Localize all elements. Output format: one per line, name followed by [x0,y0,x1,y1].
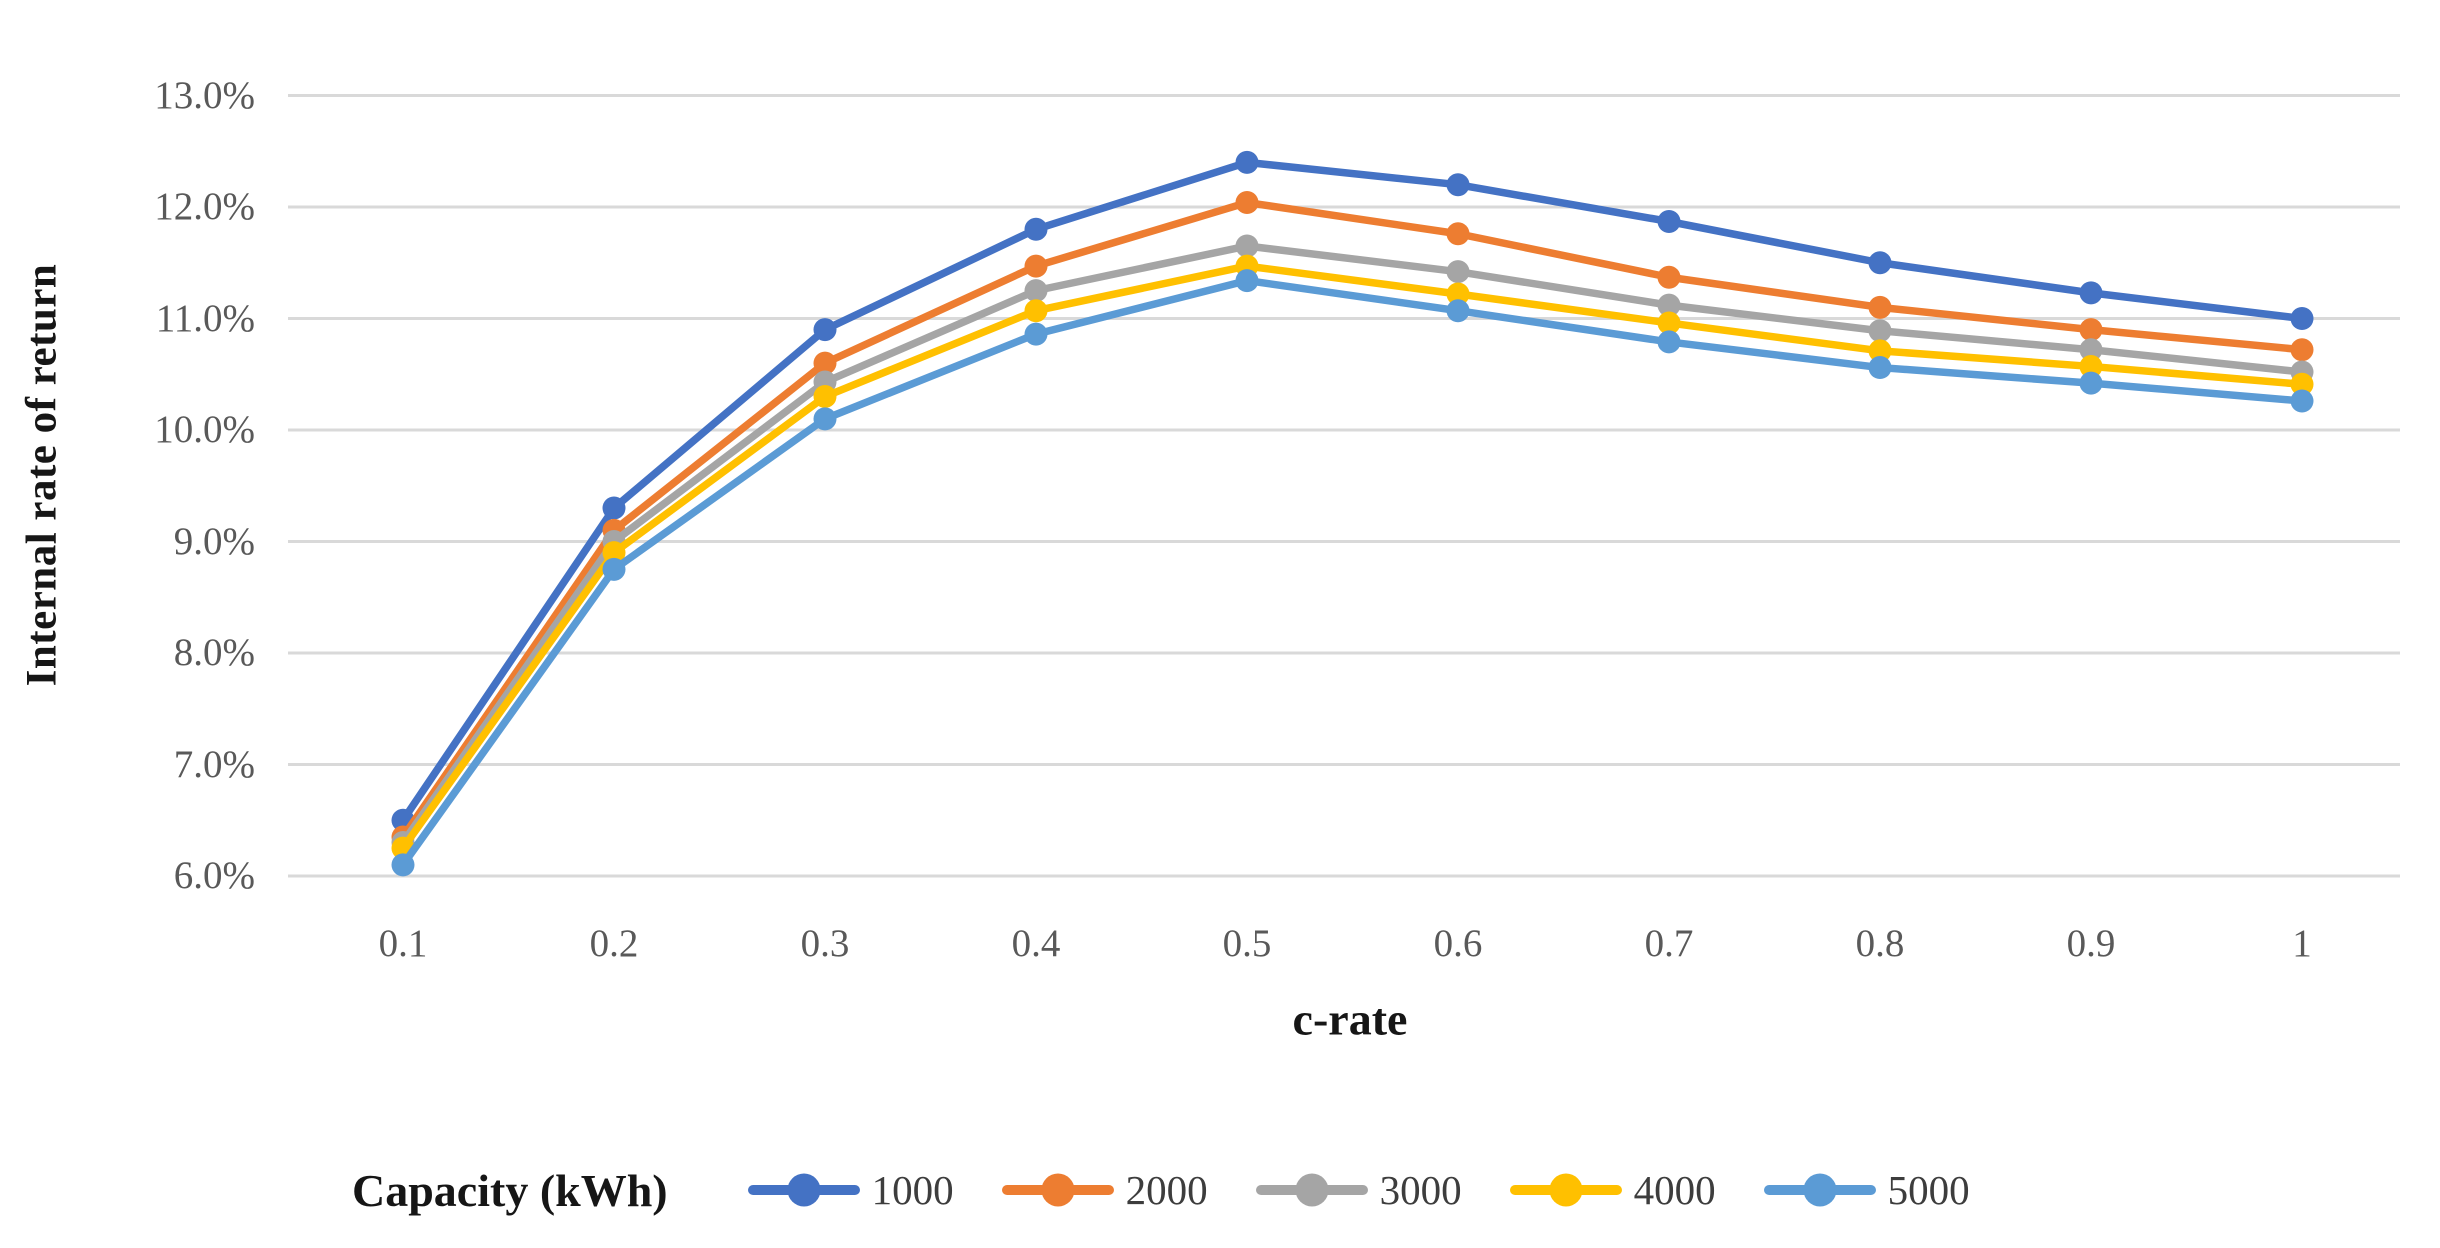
series-point-4000-x0.9 [2079,354,2103,378]
x-tick-label-0.6: 0.6 [1433,922,1483,965]
x-axis-title: c-rate [1292,993,1408,1045]
legend-label-5000: 5000 [1887,1167,1970,1213]
series-point-5000-x0.3 [813,407,837,431]
legend-marker-icon-2000 [1001,1172,1114,1208]
series-point-4000-x1 [2290,372,2314,396]
series-point-2000-x0.5 [1235,191,1259,215]
x-tick-label-0.7: 0.7 [1644,922,1694,965]
series-point-2000-x0.3 [813,351,837,375]
series-line-3000 [399,242,2306,847]
series-line-1000 [399,158,2306,824]
series-point-5000-x0.5 [1235,269,1259,293]
legend: Capacity (kWh) 1000 2000 3000 4000 5000 [352,1148,2018,1232]
y-tick-label-6.0%: 6.0% [173,854,255,897]
series-point-5000-x0.6 [1446,299,1470,323]
y-axis-title: Internal rate of return [18,263,66,687]
series-point-5000-x0.4 [1024,322,1048,346]
series-point-1000-x0.3 [813,318,837,342]
legend-entry-1000: 1000 [747,1166,954,1214]
legend-marker-icon-5000 [1763,1172,1876,1208]
x-tick-label-1: 1 [2292,922,2312,965]
y-tick-label-11.0%: 11.0% [155,296,255,340]
series-point-3000-x0.4 [1024,279,1048,303]
series-point-1000-x0.2 [602,496,626,520]
series-point-3000-x0.6 [1446,260,1470,284]
series-point-3000-x0.9 [2079,338,2103,362]
series-point-5000-x0.9 [2079,371,2103,395]
series-point-4000-x0.7 [1657,311,1681,335]
series-point-2000-x1 [2290,338,2314,362]
x-tick-label-0.8: 0.8 [1855,922,1905,965]
legend-entries: 1000 2000 3000 4000 5000 [747,1166,2018,1214]
series-point-1000-x1 [2290,307,2314,330]
series-point-2000-x0.4 [1024,254,1048,278]
legend-entry-5000: 5000 [1763,1166,1970,1214]
series-point-5000-x1 [2290,389,2314,413]
series-line-5000 [399,276,2306,869]
series-point-1000-x0.9 [2079,281,2103,305]
series-point-1000-x0.6 [1446,173,1470,197]
legend-marker-icon-3000 [1255,1172,1368,1208]
series-point-3000-x0.5 [1235,234,1259,258]
legend-marker-icon-1000 [747,1172,860,1208]
legend-label-3000: 3000 [1379,1167,1462,1213]
legend-entry-4000: 4000 [1509,1166,1716,1214]
y-tick-label-12.0%: 12.0% [154,185,255,228]
series-point-2000-x0.6 [1446,222,1470,246]
series-point-3000-x0.8 [1868,319,1892,343]
series-point-4000-x0.4 [1024,299,1048,323]
series-point-5000-x0.8 [1868,356,1892,380]
legend-entry-3000: 3000 [1255,1166,1462,1214]
legend-label-4000: 4000 [1633,1167,1716,1213]
y-tick-label-8.0%: 8.0% [173,631,255,674]
series-point-1000-x0.5 [1235,150,1259,174]
y-tick-label-7.0%: 7.0% [173,742,255,786]
x-tick-label-0.4: 0.4 [1011,922,1061,965]
series-line-4000 [399,262,2306,852]
y-tick-label-9.0%: 9.0% [173,519,255,563]
legend-entry-2000: 2000 [1001,1166,1208,1214]
series-point-2000-x0.7 [1657,265,1681,289]
legend-label-2000: 2000 [1125,1167,1208,1213]
series-point-3000-x0.7 [1657,293,1681,317]
x-tick-label-0.9: 0.9 [2066,922,2116,965]
x-tick-label-0.2: 0.2 [589,922,639,965]
legend-marker-icon-4000 [1509,1172,1622,1208]
x-tick-label-0.5: 0.5 [1222,922,1272,965]
series-line-2000 [399,198,2306,841]
x-tick-label-0.3: 0.3 [800,922,850,965]
series-point-5000-x0.1 [391,853,415,877]
series-point-1000-x0.7 [1657,209,1681,233]
series-point-4000-x0.8 [1868,339,1892,363]
legend-label-1000: 1000 [871,1167,954,1213]
series-point-4000-x0.3 [813,385,837,409]
legend-title: Capacity (kWh) [352,1164,668,1216]
series-point-2000-x0.8 [1868,295,1892,319]
y-tick-label-10.0%: 10.0% [154,408,255,451]
series-point-4000-x0.2 [602,541,626,565]
series-point-2000-x0.9 [2079,318,2103,342]
series-point-5000-x0.2 [602,557,626,581]
series-point-5000-x0.7 [1657,330,1681,354]
series-point-1000-x0.8 [1868,251,1892,275]
y-tick-label-13.0%: 13.0% [154,73,255,117]
x-tick-label-0.1: 0.1 [378,922,428,965]
series-point-4000-x0.6 [1446,282,1470,306]
series-point-1000-x0.4 [1024,217,1048,241]
